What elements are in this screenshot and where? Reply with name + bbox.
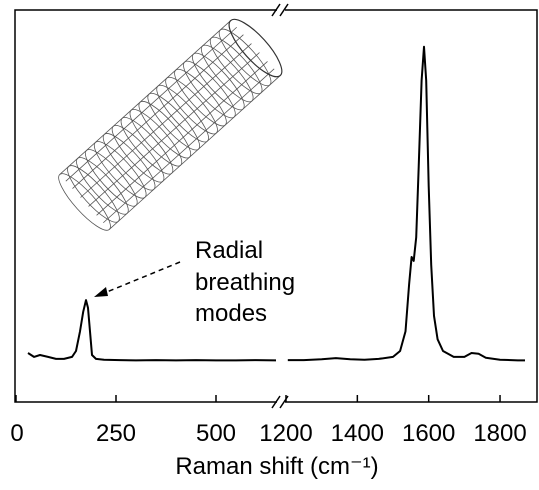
x-tick-label: 250: [96, 420, 136, 447]
x-tick-label: 1800: [473, 420, 526, 447]
annotation: modes: [195, 300, 267, 327]
annotation: Radial: [195, 237, 263, 264]
annotation: breathing: [195, 269, 295, 296]
x-tick-label: 1200: [259, 420, 312, 447]
annotation-arrow: [94, 261, 181, 297]
nanotube-illustration: [58, 18, 283, 231]
x-tick-label: 500: [196, 420, 236, 447]
x-axis-label: Raman shift (cm⁻¹): [175, 453, 378, 480]
plot-frame: [14, 9, 538, 403]
spectrum-line: [27, 299, 277, 362]
x-tick-label: 1600: [402, 420, 455, 447]
spectrum-line: [287, 45, 525, 362]
x-tick-label: 1400: [331, 420, 384, 447]
x-tick-label: 0: [10, 420, 23, 447]
